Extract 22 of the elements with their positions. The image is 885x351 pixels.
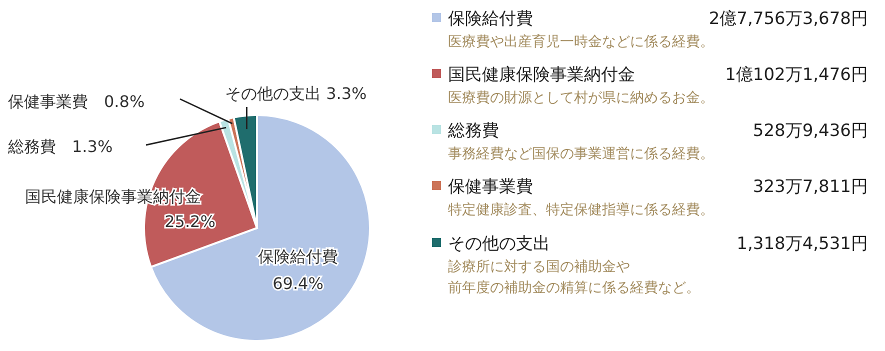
text: 1,318万4,531円	[736, 234, 868, 254]
text: 特定健康診査、特定保健指導に係る経費。	[448, 202, 714, 218]
slice-label: 保険給付費	[258, 247, 338, 266]
data-label: 69.4%	[272, 274, 324, 293]
legend-label: 保健事業費	[448, 177, 533, 197]
category-label: 総務費 1.3%	[8, 137, 113, 156]
text: 1億102万1,476円	[725, 65, 868, 85]
text: 528万9,436円	[752, 121, 868, 141]
legend-label: 保険給付費	[448, 9, 533, 29]
legend-label: 国民健康保険事業納付金	[448, 65, 635, 85]
category-label: その他の支出 3.3%	[225, 84, 367, 103]
category-label: 保健事業費 0.8%	[8, 92, 145, 111]
text: 事務経費など国保の事業運営に係る経費。	[448, 146, 714, 162]
data-label: 25.2%	[164, 212, 216, 231]
legend-label: 総務費	[447, 121, 499, 141]
text: 前年度の補助金の精算に係る経費など。	[448, 280, 700, 296]
text: 医療費の財源として村が県に納めるお金。	[448, 90, 714, 106]
legend-label: その他の支出	[448, 234, 550, 254]
text: 医療費や出産育児一時金などに係る経費。	[448, 34, 714, 50]
text: 323万7,811円	[752, 177, 868, 197]
text: 2億7,756万3,678円	[708, 9, 868, 29]
text: 診療所に対する国の補助金や	[448, 259, 630, 275]
